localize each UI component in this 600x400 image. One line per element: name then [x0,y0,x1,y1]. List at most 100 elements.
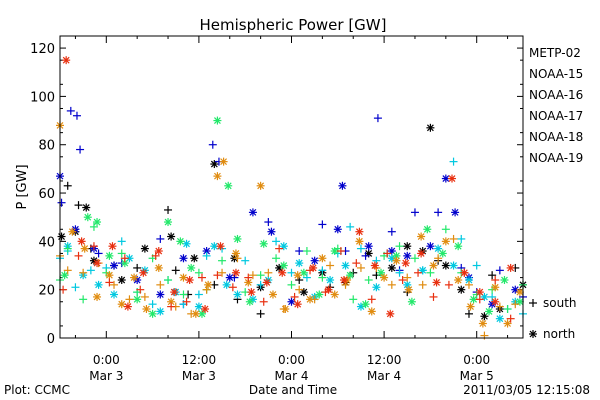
point-noaa-17-south [89,222,98,231]
point-noaa-18-north [219,157,228,166]
point-noaa-17-north [148,309,157,318]
point-metp-02-south [164,205,173,214]
point-noaa-15-south [387,227,396,236]
point-noaa-17-north [423,225,432,234]
point-noaa-18-south [110,280,119,289]
point-noaa-18-north [93,292,102,301]
legend-entry-noaa-19: NOAA-19 [529,151,583,165]
point-noaa-19-north [201,305,210,314]
point-noaa-17-north [407,297,416,306]
series-noaa-17 [56,116,527,318]
point-noaa-17-south [194,268,203,277]
point-noaa-17-north [279,261,288,270]
point-noaa-18-south [387,280,396,289]
point-noaa-15-south [318,220,327,229]
point-noaa-19-south [398,276,407,285]
point-noaa-17-south [218,256,227,265]
point-noaa-19-south [259,297,268,306]
point-noaa-18-north [281,305,290,314]
point-noaa-19-north [154,247,163,256]
point-noaa-17-north [377,268,386,277]
point-metp-02-north [457,285,466,294]
point-noaa-16-south [202,251,211,260]
point-noaa-15-north [287,297,296,306]
point-noaa-15-south [66,106,75,115]
point-noaa-17-south [503,305,512,314]
point-noaa-16-south [287,268,296,277]
point-noaa-15-south [295,247,304,256]
y-tick-label: 60 [38,187,55,202]
point-noaa-18-north [293,271,302,280]
point-noaa-19-south [444,280,453,289]
point-noaa-16-north [94,280,103,289]
point-noaa-19-south [290,292,299,301]
x-tick-time-label: 0:00 [93,353,120,367]
point-noaa-19-south [367,295,376,304]
point-noaa-17-north [133,295,142,304]
y-tick-label: 100 [30,90,55,105]
point-noaa-18-south [356,263,365,272]
point-noaa-16-south [71,283,80,292]
data-points [56,56,527,340]
point-noaa-15-north [451,208,460,217]
point-noaa-17-south [410,254,419,263]
legend-entry-metp-02: METP-02 [529,46,581,60]
point-noaa-19-south [383,249,392,258]
point-noaa-15-south [410,208,419,217]
point-noaa-16-south [318,266,327,275]
point-noaa-19-south [506,314,515,323]
point-noaa-17-north [361,300,370,309]
point-noaa-17-south [364,276,373,285]
point-noaa-17-north [93,218,102,227]
point-noaa-18-north [306,295,315,304]
point-noaa-18-north [213,172,222,181]
point-noaa-16-north [156,307,165,316]
point-noaa-19-north [491,297,500,306]
point-noaa-16-south [194,290,203,299]
point-noaa-17-north [233,234,242,243]
series-noaa-19 [59,56,515,323]
point-noaa-17-north [245,297,254,306]
point-metp-02-south [133,263,142,272]
point-noaa-15-south [495,266,504,275]
point-noaa-19-south [167,302,176,311]
point-noaa-19-north [460,268,469,277]
point-noaa-15-south [94,249,103,258]
point-noaa-17-south [63,244,72,253]
point-noaa-16-south [256,280,265,289]
point-noaa-16-north [495,314,504,323]
point-noaa-18-north [80,244,89,253]
legend-entry-noaa-17: NOAA-17 [529,109,583,123]
point-noaa-19-south [136,285,145,294]
x-tick-date-label: Mar 3 [89,369,123,383]
point-metp-02-north [387,263,396,272]
legend-marker-star-icon [529,330,537,338]
point-noaa-19-south [105,278,114,287]
point-metp-02-north [57,232,66,241]
point-noaa-18-north [142,305,151,314]
point-noaa-18-north [130,273,139,282]
point-noaa-16-south [395,268,404,277]
point-noaa-18-north [268,290,277,299]
point-noaa-19-south [74,251,83,260]
point-noaa-16-south [488,292,497,301]
point-noaa-17-north [485,307,494,316]
point-metp-02-north [480,312,489,321]
legend-entry-noaa-16: NOAA-16 [529,88,583,102]
point-noaa-18-south [449,234,458,243]
point-noaa-19-north [475,288,484,297]
point-noaa-19-south [151,251,160,260]
point-metp-02-south [74,201,83,210]
point-noaa-19-north [77,237,86,246]
point-metp-02-south [256,309,265,318]
point-noaa-19-south [244,273,253,282]
y-tick-label: 120 [30,42,55,57]
point-noaa-19-north [386,309,395,318]
point-noaa-18-north [392,256,401,265]
point-noaa-18-north [478,319,487,328]
legend-entry-noaa-18: NOAA-18 [529,130,583,144]
point-noaa-17-north [164,218,173,227]
point-noaa-18-north [179,273,188,282]
point-noaa-18-south [264,268,273,277]
point-noaa-16-north [372,283,381,292]
